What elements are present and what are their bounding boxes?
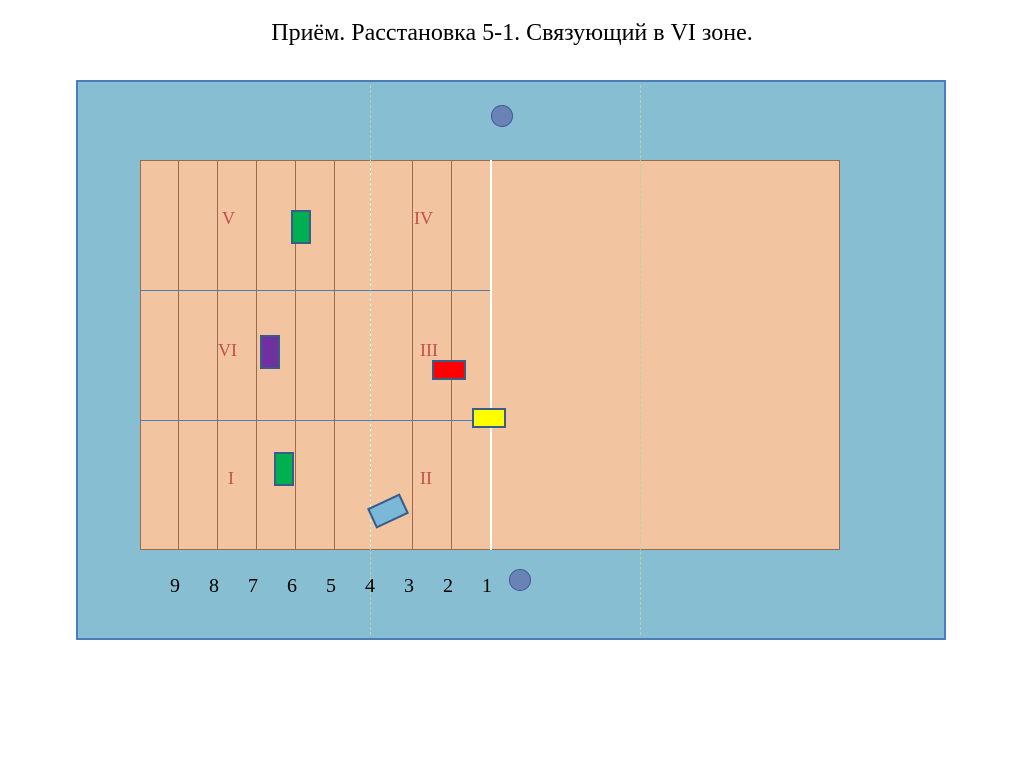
ball-0 — [491, 105, 513, 127]
p-ii-yellow — [472, 408, 506, 428]
zone-label-V: V — [222, 208, 235, 229]
p-v-green — [291, 210, 311, 244]
ball-1 — [509, 569, 531, 591]
meter-label-5: 5 — [321, 575, 341, 598]
meter-line-6 — [451, 160, 452, 550]
p-i-green — [274, 452, 294, 486]
dashed-line-0 — [370, 85, 371, 635]
meter-label-7: 7 — [243, 575, 263, 598]
meter-label-1: 1 — [477, 575, 497, 598]
meter-label-3: 3 — [399, 575, 419, 598]
zone-hline-1 — [140, 420, 490, 421]
meter-line-0 — [178, 160, 179, 550]
p-iii-red — [432, 360, 466, 380]
zone-label-II: II — [420, 468, 432, 489]
zone-label-IV: IV — [414, 208, 433, 229]
dashed-line-1 — [640, 85, 641, 635]
meter-label-4: 4 — [360, 575, 380, 598]
meter-label-8: 8 — [204, 575, 224, 598]
net-line — [490, 160, 492, 550]
meter-line-2 — [256, 160, 257, 550]
meter-label-6: 6 — [282, 575, 302, 598]
zone-hline-0 — [140, 290, 490, 291]
zone-label-III: III — [420, 340, 438, 361]
p-vi-purple — [260, 335, 280, 369]
meter-label-9: 9 — [165, 575, 185, 598]
meter-label-2: 2 — [438, 575, 458, 598]
meter-line-5 — [412, 160, 413, 550]
zone-label-I: I — [228, 468, 234, 489]
meter-line-4 — [334, 160, 335, 550]
diagram-stage: VIVVIIIIIII987654321 — [0, 0, 1024, 767]
zone-label-VI: VI — [218, 340, 237, 361]
